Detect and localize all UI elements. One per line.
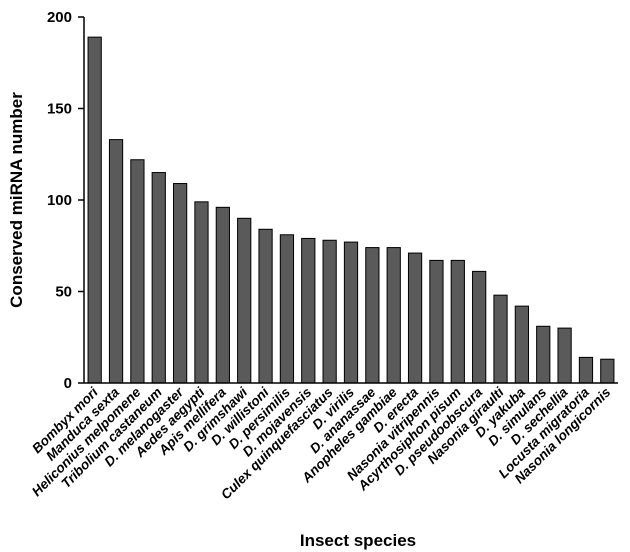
bars-group <box>87 36 615 384</box>
bar <box>472 270 487 384</box>
bar <box>429 259 444 384</box>
y-axis-title: Conserved miRNA number <box>7 92 26 308</box>
bar <box>172 183 188 384</box>
bar <box>237 217 252 384</box>
bar <box>343 241 359 384</box>
bar <box>536 325 551 384</box>
y-axis-ticks: 0 50 100 150 200 <box>47 9 84 392</box>
x-axis-title: Insect species <box>300 531 416 550</box>
bar <box>600 358 615 384</box>
y-tick-label: 200 <box>47 9 72 26</box>
bar <box>258 228 273 384</box>
bar <box>151 172 166 384</box>
bar <box>279 234 295 384</box>
bar <box>215 206 230 384</box>
bar <box>386 247 401 384</box>
bar <box>493 294 508 384</box>
y-tick-label: 100 <box>47 192 72 209</box>
bar <box>322 239 337 384</box>
bar <box>407 252 423 384</box>
bar <box>301 237 316 384</box>
bar <box>87 36 102 384</box>
bar <box>450 259 465 384</box>
bar <box>514 305 530 384</box>
bar <box>194 201 209 384</box>
bar <box>130 159 145 384</box>
bar <box>578 356 594 384</box>
bar <box>557 327 572 384</box>
y-tick-label: 150 <box>47 101 72 118</box>
y-tick-label: 50 <box>55 284 72 301</box>
y-tick-label: 0 <box>64 375 72 392</box>
bar <box>108 139 124 384</box>
bar <box>365 247 380 384</box>
